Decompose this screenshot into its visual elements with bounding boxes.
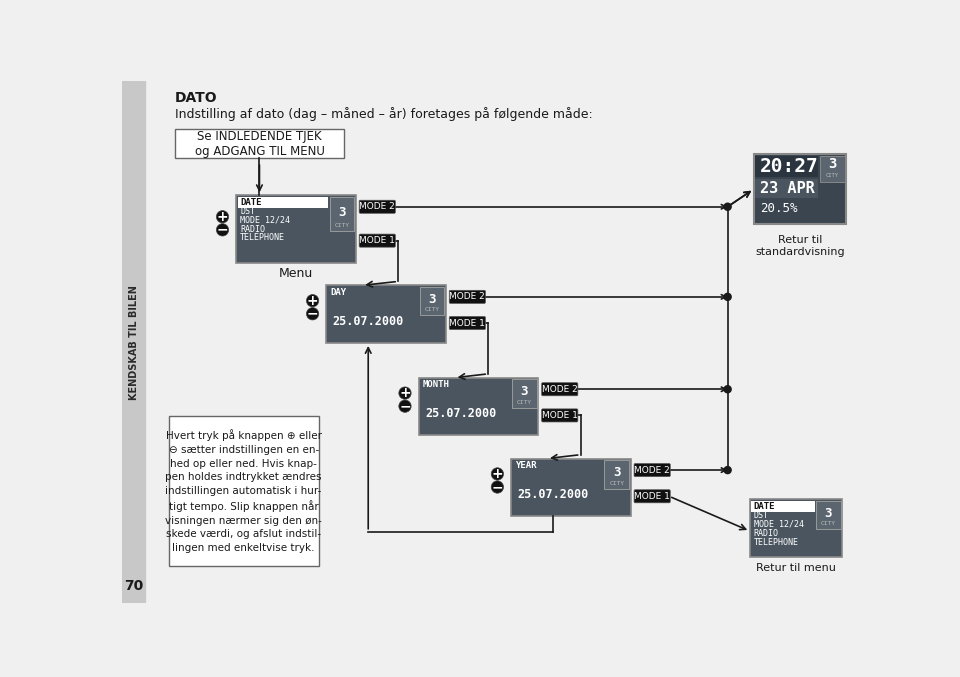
- Bar: [750, 500, 842, 557]
- Text: Se INDLEDENDE TJEK
og ADGANG TIL MENU: Se INDLEDENDE TJEK og ADGANG TIL MENU: [195, 129, 324, 158]
- Text: RADIO: RADIO: [240, 225, 265, 234]
- Bar: [820, 156, 845, 182]
- Text: MONTH: MONTH: [422, 380, 449, 389]
- Bar: [605, 460, 629, 489]
- Text: −: −: [492, 480, 503, 494]
- Bar: [754, 154, 846, 223]
- Text: MODE 1: MODE 1: [359, 236, 396, 245]
- Text: 20:27: 20:27: [760, 157, 819, 176]
- Text: Retur til
standardvisning: Retur til standardvisning: [756, 235, 845, 257]
- FancyBboxPatch shape: [634, 464, 670, 477]
- Text: Menu: Menu: [279, 267, 313, 280]
- Text: MODE 12/24: MODE 12/24: [754, 520, 804, 529]
- Bar: [238, 197, 328, 208]
- Text: MODE 12/24: MODE 12/24: [240, 216, 290, 225]
- Text: +: +: [492, 467, 503, 481]
- Text: 3: 3: [520, 385, 528, 398]
- Circle shape: [492, 481, 504, 493]
- Bar: [756, 156, 819, 177]
- Text: MODE 1: MODE 1: [635, 492, 670, 501]
- Text: 3: 3: [428, 292, 436, 305]
- Bar: [326, 285, 445, 343]
- FancyBboxPatch shape: [449, 316, 486, 330]
- FancyBboxPatch shape: [449, 290, 486, 303]
- Text: 70: 70: [125, 579, 144, 592]
- Text: TELEPHONE: TELEPHONE: [754, 538, 799, 546]
- Text: CITY: CITY: [826, 173, 839, 177]
- Text: CITY: CITY: [516, 400, 532, 405]
- Bar: [122, 81, 146, 603]
- Text: CITY: CITY: [424, 307, 440, 312]
- Text: 20.5%: 20.5%: [760, 202, 798, 215]
- Text: TELEPHONE: TELEPHONE: [240, 234, 285, 242]
- Bar: [419, 378, 539, 435]
- Text: MODE 2: MODE 2: [541, 385, 578, 394]
- Text: RADIO: RADIO: [754, 529, 779, 538]
- Text: +: +: [399, 386, 411, 400]
- Text: 3: 3: [825, 506, 832, 520]
- Text: −: −: [307, 307, 319, 321]
- Bar: [175, 129, 344, 158]
- Text: MODE 1: MODE 1: [541, 411, 578, 420]
- Text: CITY: CITY: [821, 521, 836, 527]
- Text: 3: 3: [613, 466, 620, 479]
- Bar: [512, 379, 537, 408]
- Circle shape: [492, 468, 504, 480]
- Circle shape: [216, 223, 228, 236]
- Bar: [169, 416, 319, 567]
- Circle shape: [724, 385, 732, 393]
- Text: DST: DST: [240, 207, 255, 216]
- Text: CITY: CITY: [334, 223, 349, 227]
- Text: DATE: DATE: [240, 198, 262, 206]
- Bar: [512, 458, 631, 517]
- FancyBboxPatch shape: [359, 234, 396, 247]
- Circle shape: [216, 211, 228, 223]
- FancyBboxPatch shape: [634, 489, 670, 503]
- Text: Hvert tryk på knappen ⊕ eller
⊖ sætter indstillingen en en-
hed op eller ned. Hv: Hvert tryk på knappen ⊕ eller ⊖ sætter i…: [165, 429, 323, 553]
- Circle shape: [306, 294, 319, 307]
- Text: −: −: [217, 223, 228, 237]
- FancyBboxPatch shape: [541, 383, 578, 396]
- Text: KENDSKAB TIL BILEN: KENDSKAB TIL BILEN: [129, 286, 139, 401]
- Circle shape: [724, 202, 732, 211]
- Text: MODE 2: MODE 2: [449, 292, 485, 301]
- Circle shape: [398, 400, 411, 412]
- Text: −: −: [399, 399, 411, 413]
- Circle shape: [724, 466, 732, 475]
- Circle shape: [306, 307, 319, 320]
- Text: 23 APR: 23 APR: [760, 181, 815, 196]
- Text: Indstilling af dato (dag – måned – år) foretages på følgende måde:: Indstilling af dato (dag – måned – år) f…: [175, 106, 592, 121]
- Text: MODE 2: MODE 2: [359, 202, 396, 211]
- Text: YEAR: YEAR: [516, 461, 537, 470]
- Bar: [329, 197, 354, 231]
- Circle shape: [398, 387, 411, 399]
- Text: 3: 3: [828, 156, 836, 171]
- Circle shape: [724, 292, 732, 301]
- Text: MODE 2: MODE 2: [635, 466, 670, 475]
- Text: DAY: DAY: [330, 288, 347, 297]
- Text: MODE 1: MODE 1: [449, 318, 486, 328]
- Text: 3: 3: [338, 206, 346, 219]
- Bar: [756, 179, 819, 198]
- Text: +: +: [307, 294, 319, 307]
- Text: +: +: [217, 210, 228, 224]
- Bar: [752, 501, 815, 512]
- Text: CITY: CITY: [610, 481, 624, 485]
- FancyBboxPatch shape: [359, 200, 396, 213]
- Text: DATE: DATE: [754, 502, 776, 510]
- Text: 25.07.2000: 25.07.2000: [517, 488, 588, 501]
- Text: 25.07.2000: 25.07.2000: [425, 407, 496, 420]
- Text: Retur til menu: Retur til menu: [756, 563, 836, 573]
- FancyBboxPatch shape: [541, 409, 578, 422]
- Text: 25.07.2000: 25.07.2000: [332, 315, 404, 328]
- Bar: [420, 287, 444, 315]
- Text: DST: DST: [754, 511, 769, 520]
- Text: DATO: DATO: [175, 91, 217, 105]
- Bar: [236, 195, 356, 263]
- Bar: [816, 501, 841, 529]
